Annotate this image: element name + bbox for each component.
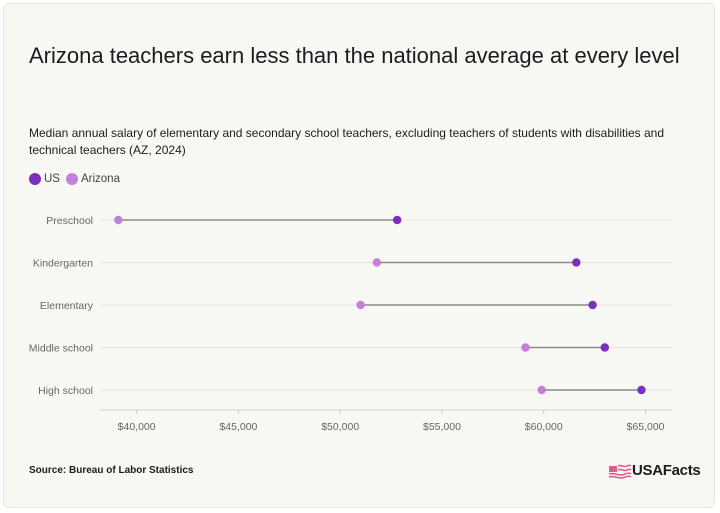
point-us xyxy=(392,215,402,225)
point-us xyxy=(588,300,597,310)
x-tick-label: $45,000 xyxy=(219,421,257,433)
category-label: Middle school xyxy=(29,343,93,355)
point-arizona xyxy=(372,258,382,267)
point-arizona xyxy=(537,385,546,395)
chart-card: Arizona teachers earn less than the nati… xyxy=(3,3,715,508)
chart-title: Arizona teachers earn less than the nati… xyxy=(29,43,680,68)
brand-logo: USAFacts xyxy=(608,462,701,479)
legend: US Arizona xyxy=(29,172,126,186)
point-us xyxy=(600,343,610,352)
chart-subtitle: Median annual salary of elementary and s… xyxy=(29,126,665,157)
category-label: High school xyxy=(38,385,93,397)
legend-item-arizona: Arizona xyxy=(65,173,120,185)
source-note: Source: Bureau of Labor Statistics xyxy=(29,465,194,476)
point-arizona xyxy=(114,215,123,225)
x-tick-label: $60,000 xyxy=(525,421,563,433)
x-tick-label: $40,000 xyxy=(118,421,156,433)
category-label: Elementary xyxy=(40,300,94,312)
legend-item-us: US xyxy=(29,173,60,185)
x-tick-label: $55,000 xyxy=(423,421,461,433)
point-us xyxy=(637,385,646,395)
category-label: Kindergarten xyxy=(33,258,93,270)
point-arizona xyxy=(356,300,365,310)
legend-dot-us xyxy=(29,173,41,185)
legend-dot-arizona xyxy=(65,173,78,185)
point-arizona xyxy=(521,343,530,352)
category-label: Preschool xyxy=(46,215,93,227)
brand-name: USAFacts xyxy=(632,462,701,479)
legend-label-us: US xyxy=(44,173,60,185)
x-tick-label: $65,000 xyxy=(627,421,665,433)
usafacts-flag-icon xyxy=(608,463,632,479)
point-us xyxy=(572,258,581,267)
x-tick-label: $50,000 xyxy=(321,421,359,433)
legend-label-arizona: Arizona xyxy=(80,173,120,185)
